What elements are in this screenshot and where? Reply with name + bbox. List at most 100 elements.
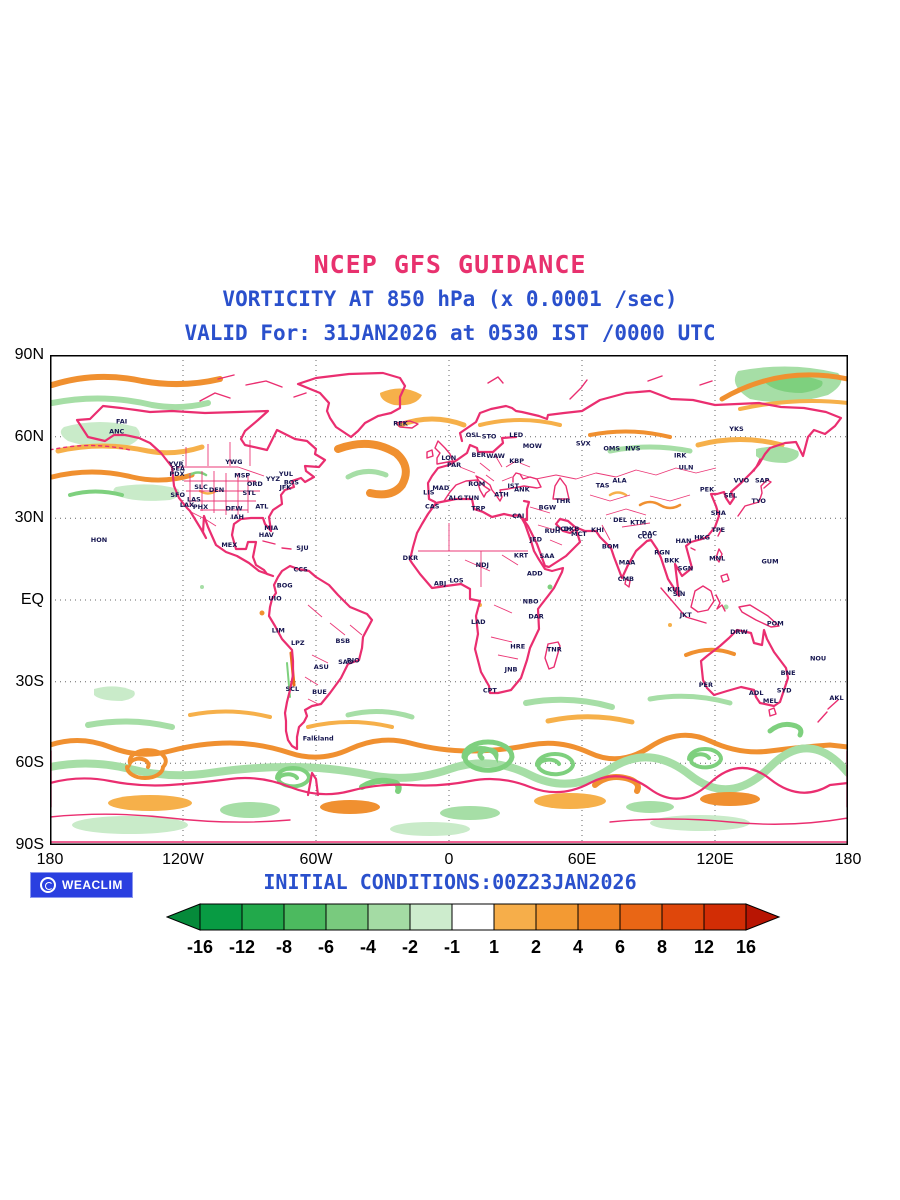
colorbar-tick-label: 4 <box>573 937 583 957</box>
station-label: JFK <box>278 484 292 492</box>
station-label: DEN <box>209 486 224 494</box>
station-label: PDX <box>169 470 184 478</box>
x-tick-label: 180 <box>36 851 64 868</box>
station-label: NBO <box>523 598 539 606</box>
colorbar-tick-label: -16 <box>187 937 213 957</box>
station-label: BNE <box>781 669 796 677</box>
station-label: LAS <box>187 496 201 504</box>
station-label: SAA <box>540 552 555 560</box>
station-label: MOW <box>523 442 542 450</box>
colorbar-segment <box>535 903 579 931</box>
station-label: ALA <box>612 476 626 484</box>
station-label: ATH <box>494 491 508 499</box>
station-label: ANK <box>514 485 530 493</box>
station-label: ALG <box>448 494 463 502</box>
station-label: SHA <box>711 509 726 517</box>
station-label: SFO <box>170 491 185 499</box>
station-label: PHX <box>193 503 208 511</box>
station-label: HRE <box>510 643 525 651</box>
station-label: YYZ <box>265 475 280 483</box>
station-label: RGN <box>654 548 670 556</box>
station-label: MSP <box>234 472 250 480</box>
station-label: HON <box>91 536 107 544</box>
station-label: DEL <box>613 516 627 524</box>
station-label: BGW <box>539 503 556 511</box>
colorbar-tick-label: 6 <box>615 937 625 957</box>
station-label: BOG <box>277 582 293 590</box>
station-label: DXB <box>564 525 579 533</box>
station-label: SEA <box>171 464 185 472</box>
station-label: SAP <box>755 477 770 485</box>
station-label: THR <box>555 497 570 505</box>
station-label: TPE <box>711 526 725 534</box>
station-label: CCU <box>638 533 653 541</box>
y-tick-label: 30N <box>14 509 44 527</box>
station-label: DKR <box>403 554 418 562</box>
station-label: IST <box>508 482 520 490</box>
station-label: NOU <box>810 655 826 663</box>
station-label: TNR <box>547 645 562 653</box>
station-label: CCS <box>294 565 309 573</box>
station-label: VVO <box>734 477 750 485</box>
station-label: PAR <box>447 461 461 469</box>
station-label: BOS <box>284 479 299 487</box>
x-tick-label: 180 <box>834 851 862 868</box>
station-label: HAV <box>259 531 274 539</box>
colorbar-tick-label: 8 <box>657 937 667 957</box>
station-label: SLC <box>194 483 208 491</box>
map-gridlines <box>50 355 848 845</box>
chart-subtitle: VORTICITY AT 850 hPa (x 0.0001 /sec) <box>222 287 678 311</box>
station-label: OMS <box>603 444 620 452</box>
station-label: MNL <box>709 554 725 562</box>
station-label: LAD <box>471 618 486 626</box>
station-label: SGN <box>678 565 693 573</box>
y-tick-label: EQ <box>20 591 44 608</box>
station-label: Falkland <box>303 735 334 743</box>
station-label: DOH <box>555 525 571 533</box>
initial-conditions-text: INITIAL CONDITIONS:00Z23JAN2026 <box>263 870 637 894</box>
chart-title: NCEP GFS GUIDANCE <box>313 250 587 279</box>
station-label: LPZ <box>291 639 305 647</box>
colorbar-tick-label: -6 <box>318 937 334 957</box>
x-tick-label: 120W <box>162 851 204 868</box>
station-label: TYO <box>751 497 766 505</box>
chart-valid-line: VALID For: 31JAN2026 at 0530 IST /0000 U… <box>184 321 716 345</box>
weaclim-logo-icon <box>40 877 56 893</box>
station-label: ATL <box>255 502 268 510</box>
station-label: LAX <box>180 501 194 509</box>
station-label: FAI <box>116 418 127 426</box>
colorbar-tick-label: -12 <box>229 937 255 957</box>
y-tick-label: 60N <box>14 427 44 445</box>
colorbar-arrow-right <box>745 903 781 931</box>
station-label: UIO <box>268 595 282 603</box>
y-tick-label: 60S <box>15 754 44 772</box>
station-label: JED <box>529 536 543 544</box>
station-label: JNB <box>504 665 518 673</box>
station-label: WAW <box>486 452 505 460</box>
station-label: RUH <box>545 527 561 535</box>
colorbar-tick-label: -1 <box>444 937 460 957</box>
station-label: HAN <box>676 537 692 545</box>
station-label: MAA <box>619 558 636 566</box>
station-label: SCL <box>286 685 300 693</box>
colorbar-tick-label: -4 <box>360 937 376 957</box>
station-label: MEX <box>221 541 237 549</box>
colorbar-svg: -16 -12 -8 -6 -4 -2 -1 1 2 4 6 8 12 16 <box>165 903 781 957</box>
colorbar-tick-label: 1 <box>489 937 499 957</box>
station-label: KBP <box>509 457 524 465</box>
station-label: LIM <box>272 627 285 635</box>
station-label: IRK <box>674 452 687 460</box>
station-label: CMB <box>618 575 634 583</box>
station-label: KTM <box>630 519 646 527</box>
station-label: MIA <box>264 524 278 532</box>
station-label: ORD <box>247 480 264 488</box>
station-label: BER <box>471 451 485 459</box>
station-label: AKL <box>829 694 843 702</box>
station-label: LOS <box>449 576 463 584</box>
station-label: POM <box>767 620 784 628</box>
station-label: LED <box>509 431 524 439</box>
station-label: BUE <box>312 688 327 696</box>
colorbar-legend: -16 -12 -8 -6 -4 -2 -1 1 2 4 6 8 12 16 <box>165 898 782 965</box>
station-label: SEL <box>724 492 737 500</box>
